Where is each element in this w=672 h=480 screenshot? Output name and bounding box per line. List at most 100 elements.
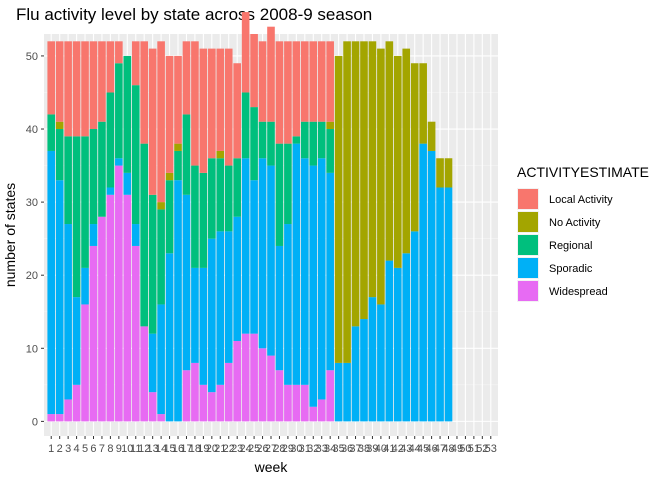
x-tick-label: 27 bbox=[265, 443, 277, 455]
bar-segment bbox=[55, 180, 64, 415]
legend: ACTIVITYESTIMATE Local Activity No Activi… bbox=[517, 164, 649, 302]
x-tick-label: 18 bbox=[189, 443, 201, 455]
bar-segment bbox=[182, 370, 191, 422]
bar-segment bbox=[165, 180, 174, 254]
bar-segment bbox=[377, 304, 385, 422]
bar-segment bbox=[98, 41, 106, 122]
x-tick-label: 48 bbox=[442, 443, 454, 455]
bar-segment bbox=[81, 41, 89, 137]
chart-title: Flu activity level by state across 2008-… bbox=[16, 5, 372, 24]
x-tick-label: 22 bbox=[223, 443, 235, 455]
bar-segment bbox=[131, 41, 140, 86]
x-tick-label: 19 bbox=[197, 443, 209, 455]
x-tick-label: 10 bbox=[121, 443, 133, 455]
x-tick-label: 40 bbox=[375, 443, 387, 455]
x-tick-label: 30 bbox=[290, 443, 302, 455]
bar-segment bbox=[224, 165, 233, 232]
legend-swatch bbox=[518, 189, 538, 209]
x-tick-label: 50 bbox=[459, 443, 471, 455]
bar-segment bbox=[393, 267, 402, 422]
bar-segment bbox=[182, 114, 191, 195]
bar-segment bbox=[216, 158, 225, 232]
bar-segment bbox=[258, 348, 267, 422]
bar-segment bbox=[301, 41, 309, 122]
x-tick-label: 7 bbox=[99, 443, 105, 455]
bar-segment bbox=[191, 165, 199, 268]
x-tick-label: 29 bbox=[282, 443, 294, 455]
legend-label: Local Activity bbox=[549, 194, 613, 206]
bar-segment bbox=[174, 55, 182, 144]
bar-segment bbox=[224, 231, 233, 363]
x-tick-label: 39 bbox=[366, 443, 378, 455]
x-tick-label: 51 bbox=[468, 443, 480, 455]
bar-segment bbox=[368, 41, 377, 298]
bar-segment bbox=[284, 41, 292, 144]
bar-segment bbox=[208, 48, 216, 159]
bar-segment bbox=[106, 92, 115, 188]
bar-segment bbox=[275, 143, 284, 246]
y-tick-label: 10 bbox=[26, 343, 38, 355]
bar-segment bbox=[199, 48, 208, 173]
bar-segment bbox=[292, 384, 301, 422]
bar-segment bbox=[275, 370, 284, 422]
bar-segment bbox=[81, 267, 89, 305]
bar-segment bbox=[72, 41, 81, 137]
bar-segment bbox=[233, 340, 241, 422]
x-tick-label: 9 bbox=[116, 443, 122, 455]
bar-segment bbox=[191, 362, 199, 422]
x-tick-label: 31 bbox=[299, 443, 311, 455]
bar-segment bbox=[436, 158, 444, 188]
x-tick-label: 17 bbox=[180, 443, 192, 455]
bar-segment bbox=[64, 41, 72, 137]
bar-segment bbox=[393, 55, 402, 268]
x-tick-label: 37 bbox=[349, 443, 361, 455]
bar-segment bbox=[301, 158, 309, 385]
bar-segment bbox=[419, 143, 427, 422]
bar-segment bbox=[157, 41, 165, 203]
bar-segment bbox=[131, 245, 140, 422]
bar-segment bbox=[182, 194, 191, 371]
x-tick-label: 42 bbox=[392, 443, 404, 455]
bar-segment bbox=[351, 326, 360, 422]
legend-swatch bbox=[518, 258, 538, 278]
bar-segment bbox=[385, 260, 394, 422]
bar-segment bbox=[216, 48, 225, 151]
x-tick-label: 24 bbox=[240, 443, 252, 455]
x-tick-label: 25 bbox=[248, 443, 260, 455]
bar-segment bbox=[72, 297, 81, 385]
x-tick-label: 11 bbox=[130, 443, 141, 455]
bar-segment bbox=[317, 158, 326, 400]
x-axis-title: week bbox=[254, 459, 289, 475]
bar-segment bbox=[419, 63, 427, 144]
x-tick-label: 41 bbox=[383, 443, 395, 455]
bar-segment bbox=[72, 384, 81, 422]
bar-segment bbox=[284, 143, 292, 225]
bar-segment bbox=[55, 41, 64, 122]
x-tick-label: 4 bbox=[74, 443, 80, 455]
x-tick-label: 28 bbox=[273, 443, 285, 455]
bar-segment bbox=[309, 406, 318, 422]
bar-segment bbox=[72, 136, 81, 298]
bar-segment bbox=[427, 121, 436, 151]
bar-segment bbox=[267, 26, 275, 122]
legend-swatch bbox=[518, 235, 538, 255]
bar-segment bbox=[64, 399, 72, 422]
bar-segment bbox=[47, 150, 56, 415]
x-tick-label: 14 bbox=[155, 443, 167, 455]
bar-segment bbox=[115, 41, 123, 64]
bar-segment bbox=[191, 41, 199, 166]
bar-segment bbox=[216, 231, 225, 385]
y-tick-label: 50 bbox=[26, 51, 38, 63]
bar-segment bbox=[343, 41, 351, 363]
bar-segment bbox=[326, 41, 334, 122]
bar-segment bbox=[292, 41, 301, 137]
bar-segment bbox=[326, 121, 334, 130]
bar-segment bbox=[233, 216, 241, 341]
x-tick-label: 3 bbox=[65, 443, 71, 455]
bar-segment bbox=[301, 384, 309, 422]
bar-segment bbox=[317, 121, 326, 159]
y-tick-label: 30 bbox=[26, 197, 38, 209]
bar-segment bbox=[258, 121, 267, 159]
x-tick-label: 13 bbox=[147, 443, 159, 455]
bar-segment bbox=[199, 384, 208, 422]
